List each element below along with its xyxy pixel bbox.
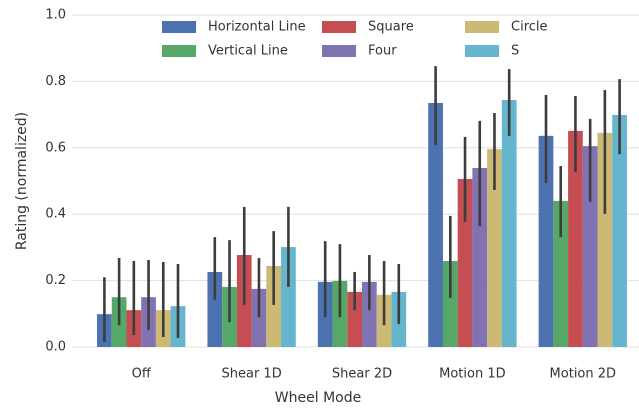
bar	[207, 271, 223, 347]
bar	[347, 291, 362, 347]
bar	[538, 135, 554, 347]
bar	[582, 146, 598, 347]
bar	[428, 102, 443, 347]
legend-swatch	[465, 45, 499, 57]
legend-swatch	[162, 45, 196, 57]
bar	[568, 130, 583, 347]
bar	[472, 168, 488, 347]
bar	[487, 149, 502, 347]
x-tick-label: Off	[132, 367, 152, 382]
y-tick-label: 0.6	[45, 140, 66, 155]
y-tick-label: 0.4	[45, 207, 66, 222]
bar	[457, 179, 473, 347]
y-tick-label: 0.8	[45, 74, 66, 89]
y-tick-label: 0.2	[45, 273, 66, 288]
y-axis-label: Rating (normalized)	[14, 112, 30, 250]
bar	[442, 261, 458, 347]
x-tick-label: Shear 1D	[221, 367, 281, 382]
legend-label: Horizontal Line	[208, 20, 306, 35]
x-tick-label: Shear 2D	[332, 367, 392, 382]
legend-label: S	[511, 44, 519, 59]
bar	[281, 247, 296, 347]
x-axis-label: Wheel Mode	[275, 390, 361, 406]
bar	[597, 132, 613, 347]
bar	[553, 200, 569, 347]
legend-swatch	[162, 21, 196, 33]
x-tick-label: Motion 1D	[439, 367, 506, 382]
y-tick-label: 1.0	[45, 8, 66, 23]
legend-swatch	[322, 21, 356, 33]
bar	[251, 288, 267, 347]
bar	[266, 265, 282, 347]
legend-label: Circle	[511, 20, 548, 35]
legend-label: Four	[368, 44, 397, 59]
legend-swatch	[322, 45, 356, 57]
legend-label: Square	[368, 20, 414, 35]
bar	[362, 281, 377, 347]
x-tick-label: Motion 2D	[550, 367, 617, 382]
legend-swatch	[465, 21, 499, 33]
y-tick-label: 0.0	[45, 340, 66, 355]
legend-label: Vertical Line	[208, 44, 288, 59]
bar	[612, 114, 627, 347]
bar	[501, 99, 517, 347]
